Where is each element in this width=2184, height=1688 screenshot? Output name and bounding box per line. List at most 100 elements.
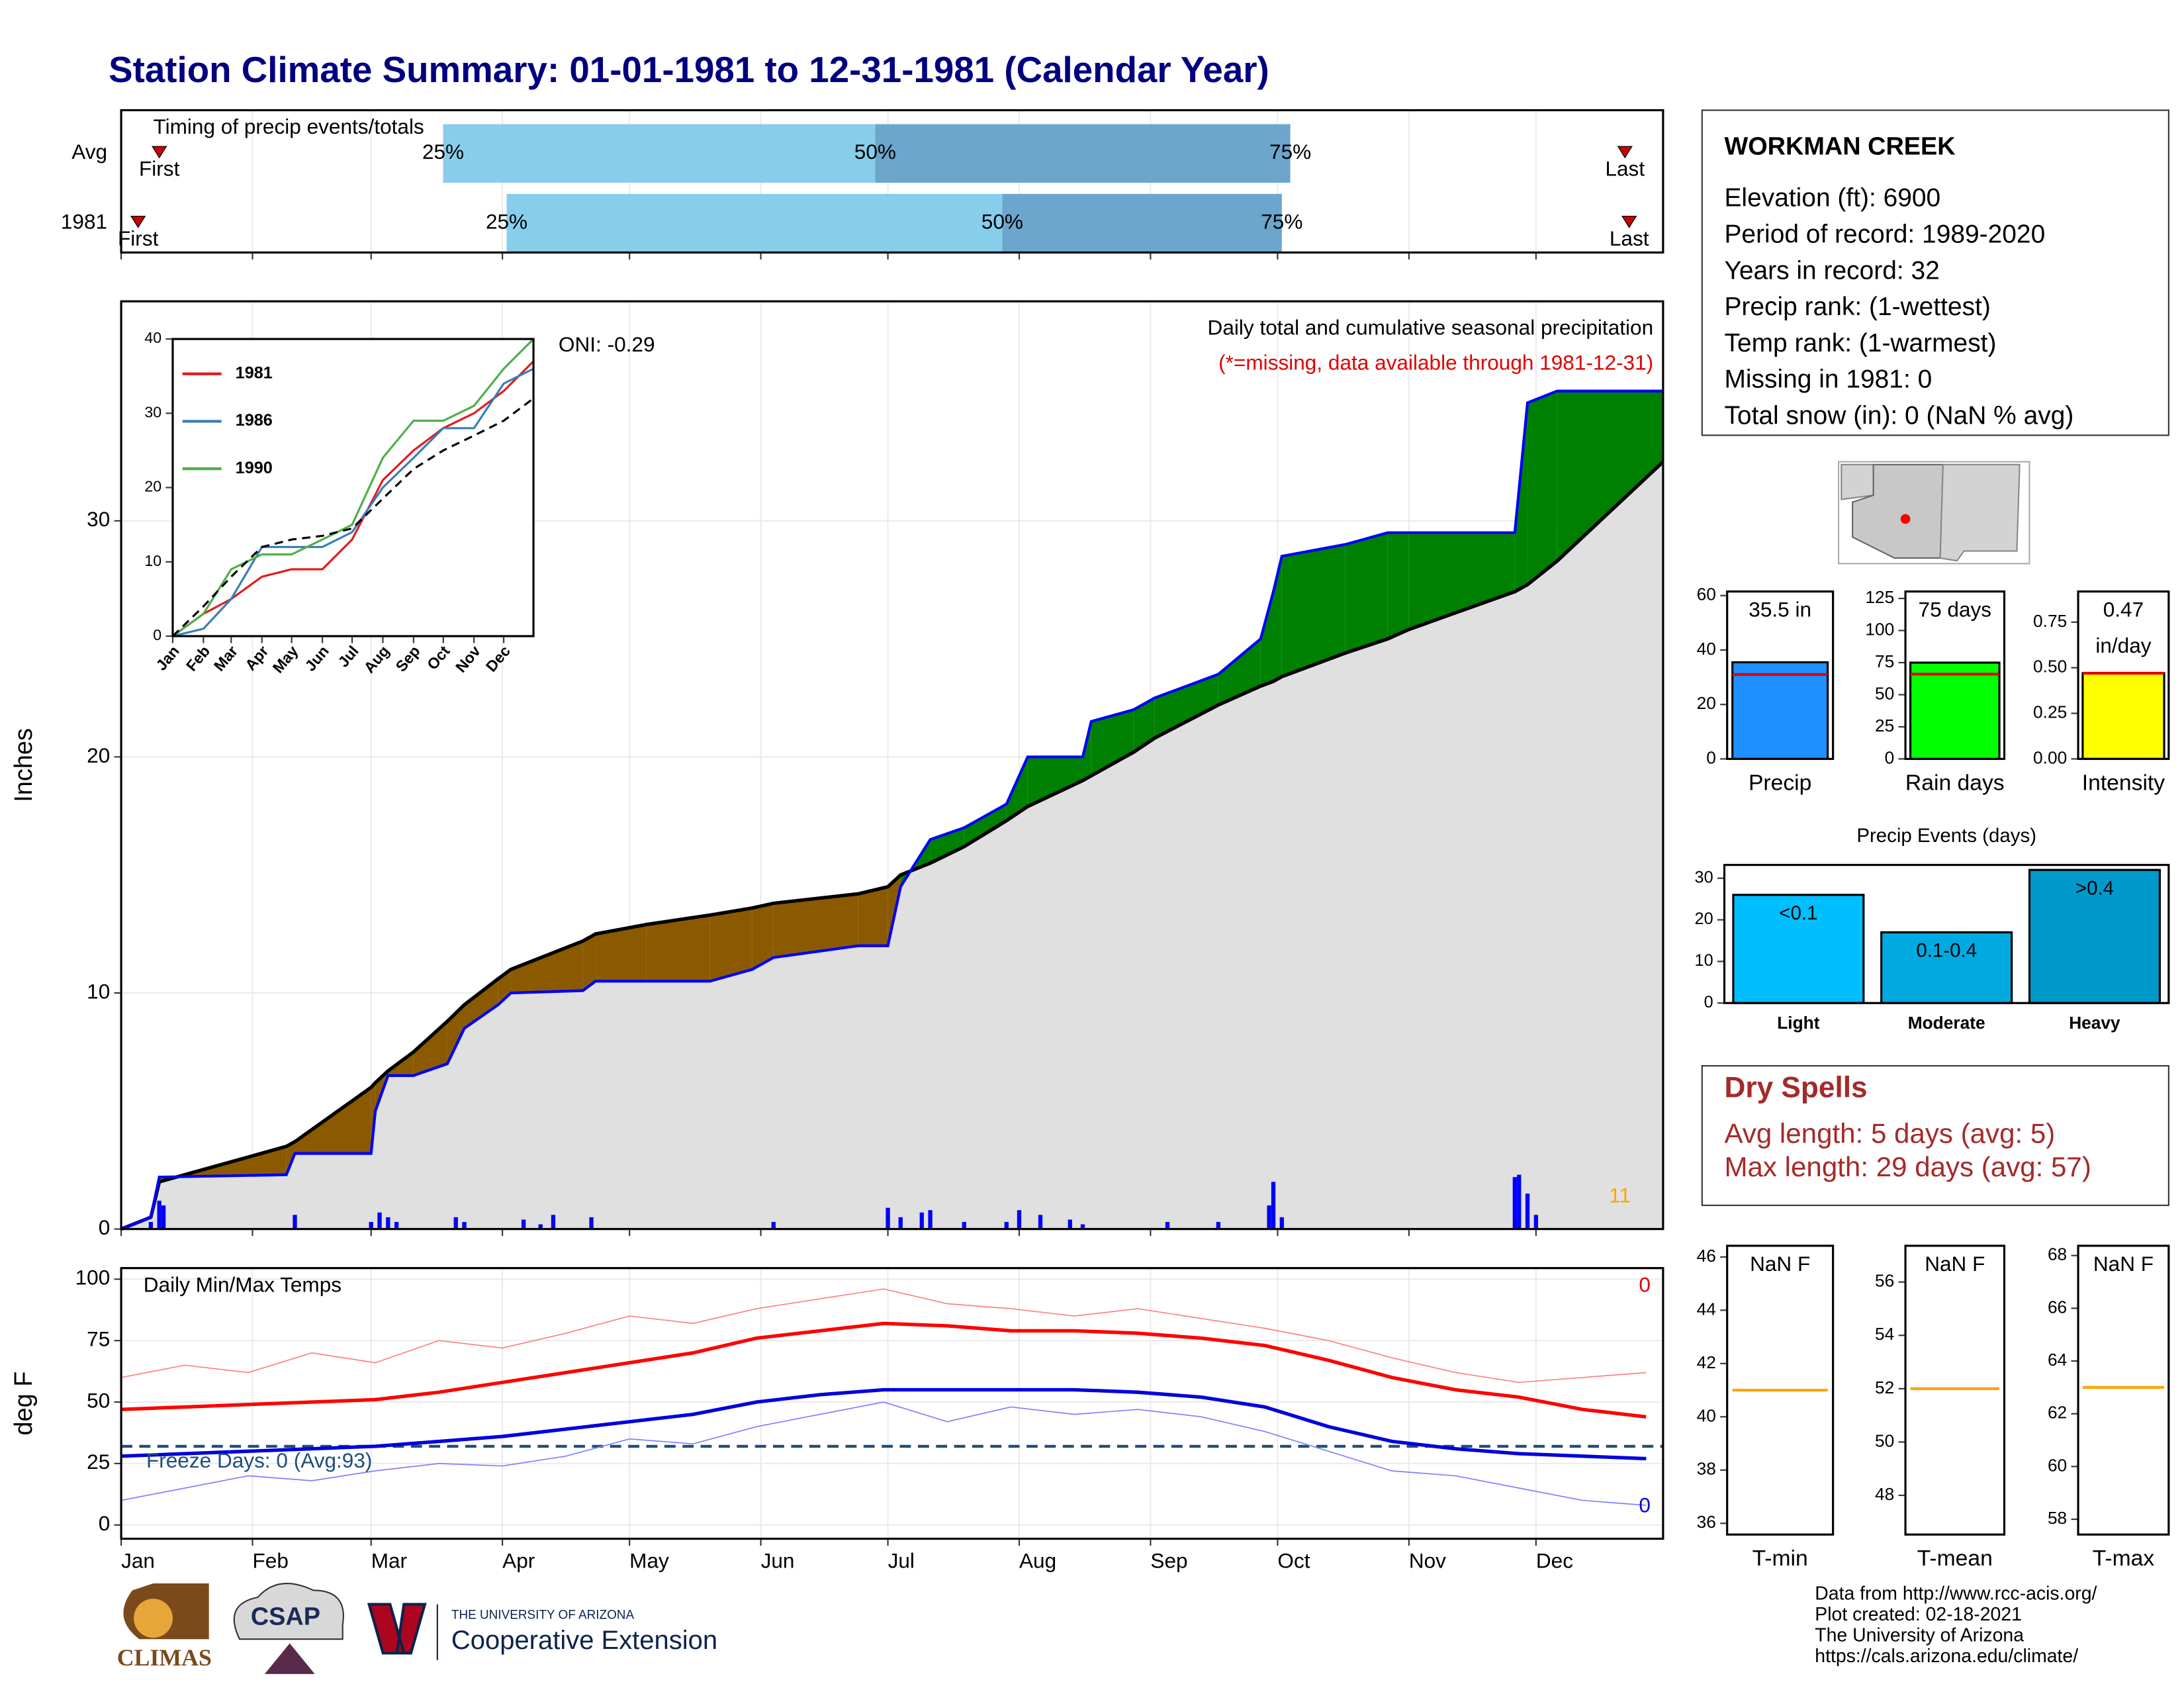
logo-text: THE UNIVERSITY OF ARIZONA	[451, 1608, 635, 1622]
departure-fill	[1408, 532, 1515, 630]
count-label: 0	[1639, 1493, 1651, 1517]
bar	[1909, 661, 2001, 761]
ua-logo	[367, 1603, 427, 1655]
dry-spell-info: Max length: 29 days (avg: 57)	[1724, 1151, 2091, 1182]
departure-fill	[1557, 391, 1663, 561]
quartile-label: 75%	[1269, 140, 1311, 164]
event-label: First	[118, 226, 159, 250]
bar-label: >0.4	[2075, 877, 2114, 899]
daily-bar	[1080, 1224, 1085, 1229]
daily-bar	[919, 1212, 924, 1229]
y-tick-label: 125	[1865, 587, 1894, 607]
daily-bar	[589, 1217, 594, 1229]
count-label: 11	[1609, 1184, 1631, 1207]
y-tick-label: 66	[2048, 1297, 2067, 1317]
y-tick-label: 60	[1697, 585, 1716, 604]
station-info: Years in record: 32	[1724, 256, 1939, 285]
average-line	[120, 460, 1664, 1231]
y-tick-label: 20	[1695, 910, 1713, 928]
x-axis-label: Precip	[1749, 771, 1811, 795]
y-tick-label: 20	[87, 743, 110, 767]
x-tick-label: Apr	[502, 1549, 535, 1573]
plot-bg	[121, 1268, 1663, 1539]
x-axis-label: Intensity	[2082, 771, 2165, 795]
quartile-bar	[443, 124, 876, 183]
legend-label: 1990	[236, 459, 273, 477]
x-tick-label: Sep	[1150, 1549, 1187, 1573]
event-marker	[130, 216, 146, 228]
daily-bar	[462, 1221, 467, 1229]
y-tick-label: 30	[87, 507, 110, 531]
station-info: Elevation (ft): 6900	[1724, 184, 1940, 212]
daily-bar	[1216, 1221, 1220, 1229]
plot-frame	[1723, 864, 2170, 1004]
daily-bar	[1017, 1210, 1022, 1229]
footer-text: The University of Arizona	[1815, 1625, 2024, 1646]
y-tick-label: 100	[1865, 619, 1894, 639]
footer-text: Data from http://www.rcc-acis.org/	[1815, 1583, 2097, 1604]
daily-bar	[886, 1207, 890, 1229]
state-shape	[1939, 463, 2021, 562]
x-tick-label: Aug	[1019, 1549, 1056, 1573]
locator-map	[1838, 461, 2030, 565]
event-marker	[152, 146, 167, 159]
y-tick-label: 46	[1697, 1246, 1716, 1266]
plot-bg	[2078, 1245, 2169, 1535]
plot-frame	[1904, 590, 2006, 761]
y-tick-label: 50	[1875, 1430, 1894, 1450]
row-label: Avg	[71, 140, 107, 164]
daily-bar	[1271, 1182, 1276, 1229]
y-tick-label: 60	[2048, 1455, 2067, 1475]
y-tick-label: 0.25	[2033, 702, 2067, 722]
y-tick-label: 58	[2048, 1508, 2067, 1528]
station-info: Total snow (in): 0 (NaN % avg)	[1724, 401, 2073, 430]
series-line	[120, 1321, 1647, 1419]
daily-bar	[962, 1221, 966, 1229]
daily-bar	[538, 1224, 543, 1229]
csap-logo	[264, 1643, 315, 1674]
event-label: Last	[1610, 226, 1649, 250]
bar-label: <0.1	[1779, 902, 1817, 924]
footer-text: https://cals.arizona.edu/climate/	[1815, 1646, 2078, 1667]
y-tick-label: 75	[87, 1327, 110, 1351]
plot-frame	[120, 1267, 1664, 1540]
y-tick-label: 25	[1875, 716, 1894, 735]
x-tick-label: Oct	[1277, 1549, 1310, 1573]
count-label: 0	[1639, 1272, 1651, 1296]
daily-bar	[157, 1200, 161, 1229]
departure-fill	[964, 804, 1007, 847]
daily-bar	[928, 1210, 933, 1229]
daily-bar	[1038, 1215, 1043, 1229]
daily-bar	[1068, 1219, 1072, 1229]
bar-label: 0.1-0.4	[1916, 940, 1977, 962]
climas-logo	[134, 1599, 173, 1638]
daily-bar	[377, 1212, 382, 1229]
y-tick-label: 52	[1875, 1378, 1894, 1397]
y-tick-label: 0.75	[2033, 611, 2067, 631]
y-tick-label: 0	[1706, 747, 1716, 767]
daily-bar	[161, 1205, 166, 1229]
csap-logo	[233, 1582, 344, 1640]
daily-bar	[386, 1217, 390, 1229]
info-box	[1701, 109, 2169, 436]
y-tick-label: 40	[1697, 639, 1716, 659]
x-tick-label: Dec	[1536, 1549, 1573, 1573]
y-tick-label: 44	[1697, 1299, 1716, 1319]
departure-fill	[1260, 591, 1274, 686]
oni-label: ONI: -0.29	[559, 332, 655, 356]
dry-spell-info: Avg length: 5 days (avg: 5)	[1724, 1118, 2055, 1149]
event-label: Last	[1605, 156, 1645, 180]
bar	[1731, 661, 1829, 761]
quartile-bar	[506, 193, 1003, 253]
departure-fill	[1006, 757, 1028, 821]
y-tick-label: 0	[99, 1511, 111, 1535]
departure-fill	[295, 1087, 371, 1154]
daily-bar	[1525, 1194, 1530, 1229]
value-label: 0.47	[2103, 597, 2144, 621]
departure-fill	[1514, 402, 1528, 592]
panel-title: Timing of precip events/totals	[154, 115, 424, 138]
y-tick-label: 25	[87, 1450, 110, 1474]
panel-title: Daily Min/Max Temps	[144, 1272, 341, 1296]
daily-bar	[394, 1221, 399, 1229]
daily-bar	[551, 1215, 556, 1229]
